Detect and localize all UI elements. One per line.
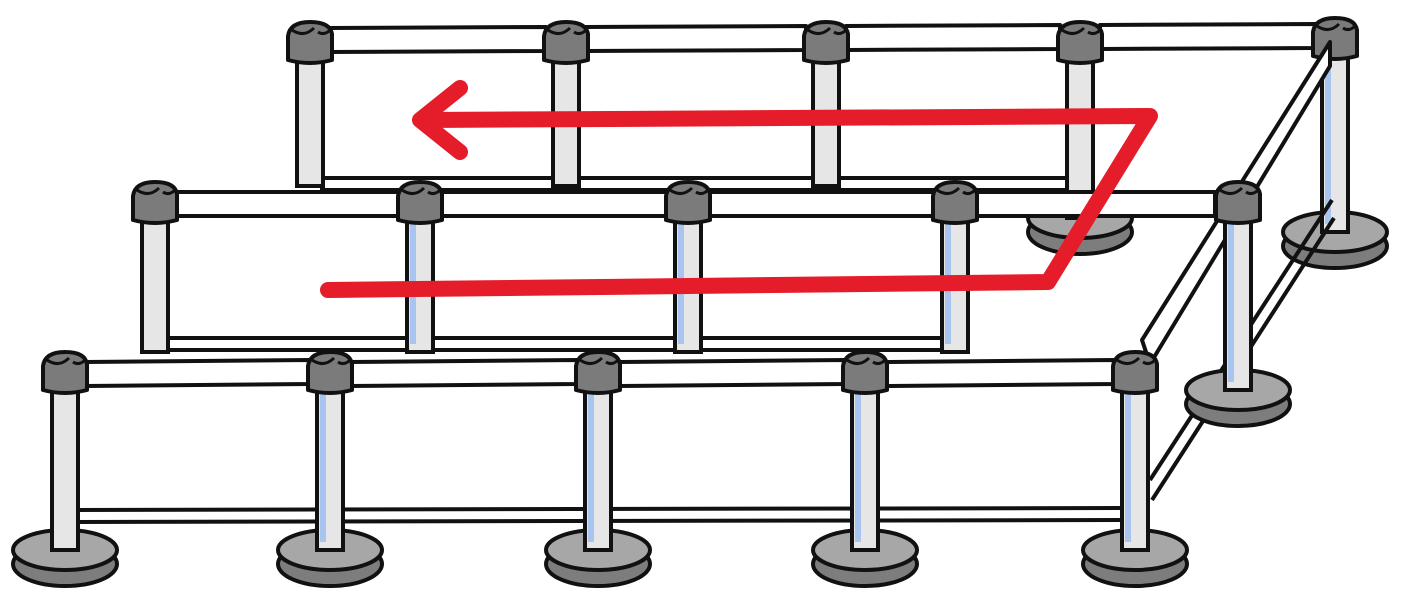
stanchion-cap <box>841 350 889 395</box>
stanchion-post <box>396 180 444 354</box>
queue-direction-arrow-icon <box>320 80 1158 298</box>
stanchion-cap <box>1111 350 1159 395</box>
stanchion-post <box>1281 16 1389 270</box>
stanchion-post <box>286 20 334 188</box>
front-barrier-row <box>11 350 1189 588</box>
belt <box>844 23 1062 52</box>
arrow-path <box>320 108 1158 298</box>
stanchion-post <box>544 350 652 588</box>
stanchion-pole <box>140 202 170 354</box>
stanchion-post <box>664 180 712 354</box>
stanchion-cap <box>542 20 590 65</box>
stanchion-cap <box>41 350 89 395</box>
stanchion-cap <box>396 180 444 225</box>
belt <box>706 190 937 218</box>
belt <box>173 190 402 218</box>
stanchion-post <box>802 20 850 188</box>
stanchion-cap <box>306 350 354 395</box>
middle-barrier-row <box>131 180 1217 354</box>
stanchion-cap <box>1214 180 1262 225</box>
stanchion-cap <box>664 180 712 225</box>
stanchion-post <box>1184 180 1292 428</box>
stanchion-post <box>931 180 979 354</box>
stanchion-post <box>276 350 384 588</box>
stanchion-cap <box>286 20 334 65</box>
belt <box>1098 22 1317 51</box>
belt <box>438 190 670 218</box>
stanchion-cap <box>1056 20 1104 65</box>
belt <box>616 358 847 388</box>
stanchion-pole <box>50 372 80 552</box>
lower-belt <box>165 336 965 352</box>
belt <box>328 25 548 54</box>
stanchion-post <box>11 350 119 588</box>
belt <box>83 358 312 388</box>
right-side-barrier <box>1140 40 1336 502</box>
belt <box>883 358 1117 388</box>
stanchion-post <box>131 180 179 354</box>
belt <box>348 358 580 388</box>
stanchion-cap <box>802 20 850 65</box>
stanchion-post <box>542 20 590 188</box>
stanchion-post <box>1081 350 1189 588</box>
arrow-head <box>412 80 468 160</box>
belt <box>584 24 808 53</box>
stanchion-cap <box>574 350 622 395</box>
stanchion-cap <box>931 180 979 225</box>
stanchion-post <box>811 350 919 588</box>
stanchion-cap <box>131 180 179 225</box>
stanchion-pole <box>295 42 325 188</box>
stanchion-cap <box>1311 16 1359 61</box>
